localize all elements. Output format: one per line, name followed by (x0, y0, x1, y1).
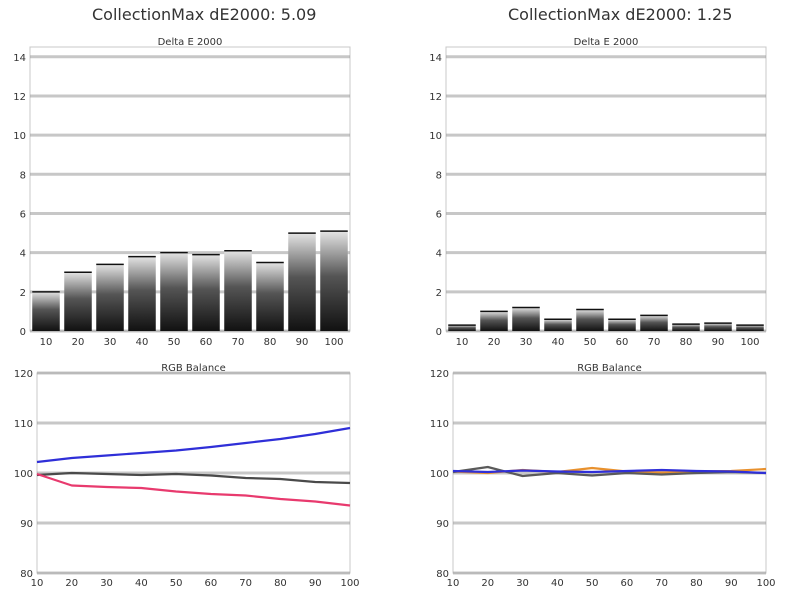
y-tick-label: 10 (13, 131, 26, 142)
y-tick-label: 8 (20, 170, 26, 181)
x-tick-label: 70 (648, 337, 661, 348)
x-tick-label: 100 (756, 578, 775, 589)
y-tick-label: 0 (436, 327, 442, 338)
x-tick-label: 10 (31, 578, 44, 589)
x-tick-label: 20 (481, 578, 494, 589)
y-tick-label: 6 (20, 209, 26, 220)
y-tick-label: 0 (20, 327, 26, 338)
bar (704, 323, 732, 331)
bar (128, 256, 156, 331)
x-tick-label: 80 (274, 578, 287, 589)
x-tick-label: 70 (232, 337, 245, 348)
series-line (36, 426, 351, 464)
x-tick-label: 50 (584, 337, 597, 348)
x-tick-label: 40 (552, 337, 565, 348)
x-tick-label: 90 (725, 578, 738, 589)
y-tick-label: 120 (430, 369, 449, 380)
bar (672, 324, 700, 331)
bar (96, 264, 124, 331)
y-tick-label: 14 (429, 53, 442, 64)
x-tick-label: 80 (264, 337, 277, 348)
x-tick-label: 80 (680, 337, 693, 348)
x-tick-label: 30 (104, 337, 117, 348)
x-tick-label: 70 (239, 578, 252, 589)
x-tick-label: 40 (551, 578, 564, 589)
y-tick-label: 2 (20, 288, 26, 299)
y-tick-label: 8 (436, 170, 442, 181)
series-line (36, 472, 351, 507)
x-tick-label: 20 (72, 337, 85, 348)
y-tick-label: 90 (436, 519, 449, 530)
bar (160, 252, 188, 331)
bar (320, 231, 348, 331)
plot-area (445, 46, 767, 332)
y-tick-label: 2 (436, 288, 442, 299)
x-tick-label: 60 (200, 337, 213, 348)
x-tick-label: 90 (712, 337, 725, 348)
bar (576, 309, 604, 331)
x-tick-label: 60 (621, 578, 634, 589)
y-tick-label: 100 (430, 469, 449, 480)
y-tick-label: 110 (14, 419, 33, 430)
plot-title: Delta E 2000 (574, 37, 639, 48)
x-tick-label: 50 (168, 337, 181, 348)
x-tick-label: 30 (516, 578, 529, 589)
left-chart-title: CollectionMax dE2000: 5.09 (92, 5, 317, 24)
right-chart-title: CollectionMax dE2000: 1.25 (508, 5, 733, 24)
x-tick-label: 50 (586, 578, 599, 589)
series-line (36, 471, 351, 485)
bar (736, 325, 764, 331)
x-tick-label: 40 (135, 578, 148, 589)
x-tick-label: 70 (655, 578, 668, 589)
y-tick-label: 12 (13, 92, 26, 103)
y-tick-label: 80 (436, 569, 449, 580)
y-tick-label: 110 (430, 419, 449, 430)
bar (224, 250, 252, 331)
y-tick-label: 80 (20, 569, 33, 580)
x-tick-label: 60 (205, 578, 218, 589)
x-tick-label: 40 (136, 337, 149, 348)
bar (32, 291, 60, 331)
x-tick-label: 100 (340, 578, 359, 589)
plot-title: RGB Balance (577, 363, 642, 374)
y-tick-label: 14 (13, 53, 26, 64)
y-tick-label: 90 (20, 519, 33, 530)
bar (64, 272, 92, 331)
bar (288, 233, 316, 331)
x-tick-label: 20 (65, 578, 78, 589)
plot-title: RGB Balance (161, 363, 226, 374)
x-tick-label: 10 (447, 578, 460, 589)
x-tick-label: 80 (690, 578, 703, 589)
x-tick-label: 90 (296, 337, 309, 348)
bar (256, 262, 284, 331)
x-tick-label: 30 (100, 578, 113, 589)
y-tick-label: 100 (14, 469, 33, 480)
y-tick-label: 12 (429, 92, 442, 103)
y-tick-label: 10 (429, 131, 442, 142)
x-tick-label: 60 (616, 337, 629, 348)
bar (544, 319, 572, 331)
bar (640, 315, 668, 331)
x-tick-label: 90 (309, 578, 322, 589)
y-tick-label: 4 (436, 249, 442, 260)
y-tick-label: 120 (14, 369, 33, 380)
y-tick-label: 6 (436, 209, 442, 220)
y-tick-label: 4 (20, 249, 26, 260)
bar (192, 254, 220, 331)
x-tick-label: 10 (456, 337, 469, 348)
plot-title: Delta E 2000 (158, 37, 223, 48)
x-tick-label: 50 (170, 578, 183, 589)
bar (512, 307, 540, 331)
x-tick-label: 30 (520, 337, 533, 348)
bar (608, 319, 636, 331)
x-tick-label: 100 (324, 337, 343, 348)
series-line (452, 468, 767, 475)
bar (480, 311, 508, 331)
x-tick-label: 10 (40, 337, 53, 348)
x-tick-label: 100 (740, 337, 759, 348)
bar (448, 325, 476, 331)
x-tick-label: 20 (488, 337, 501, 348)
